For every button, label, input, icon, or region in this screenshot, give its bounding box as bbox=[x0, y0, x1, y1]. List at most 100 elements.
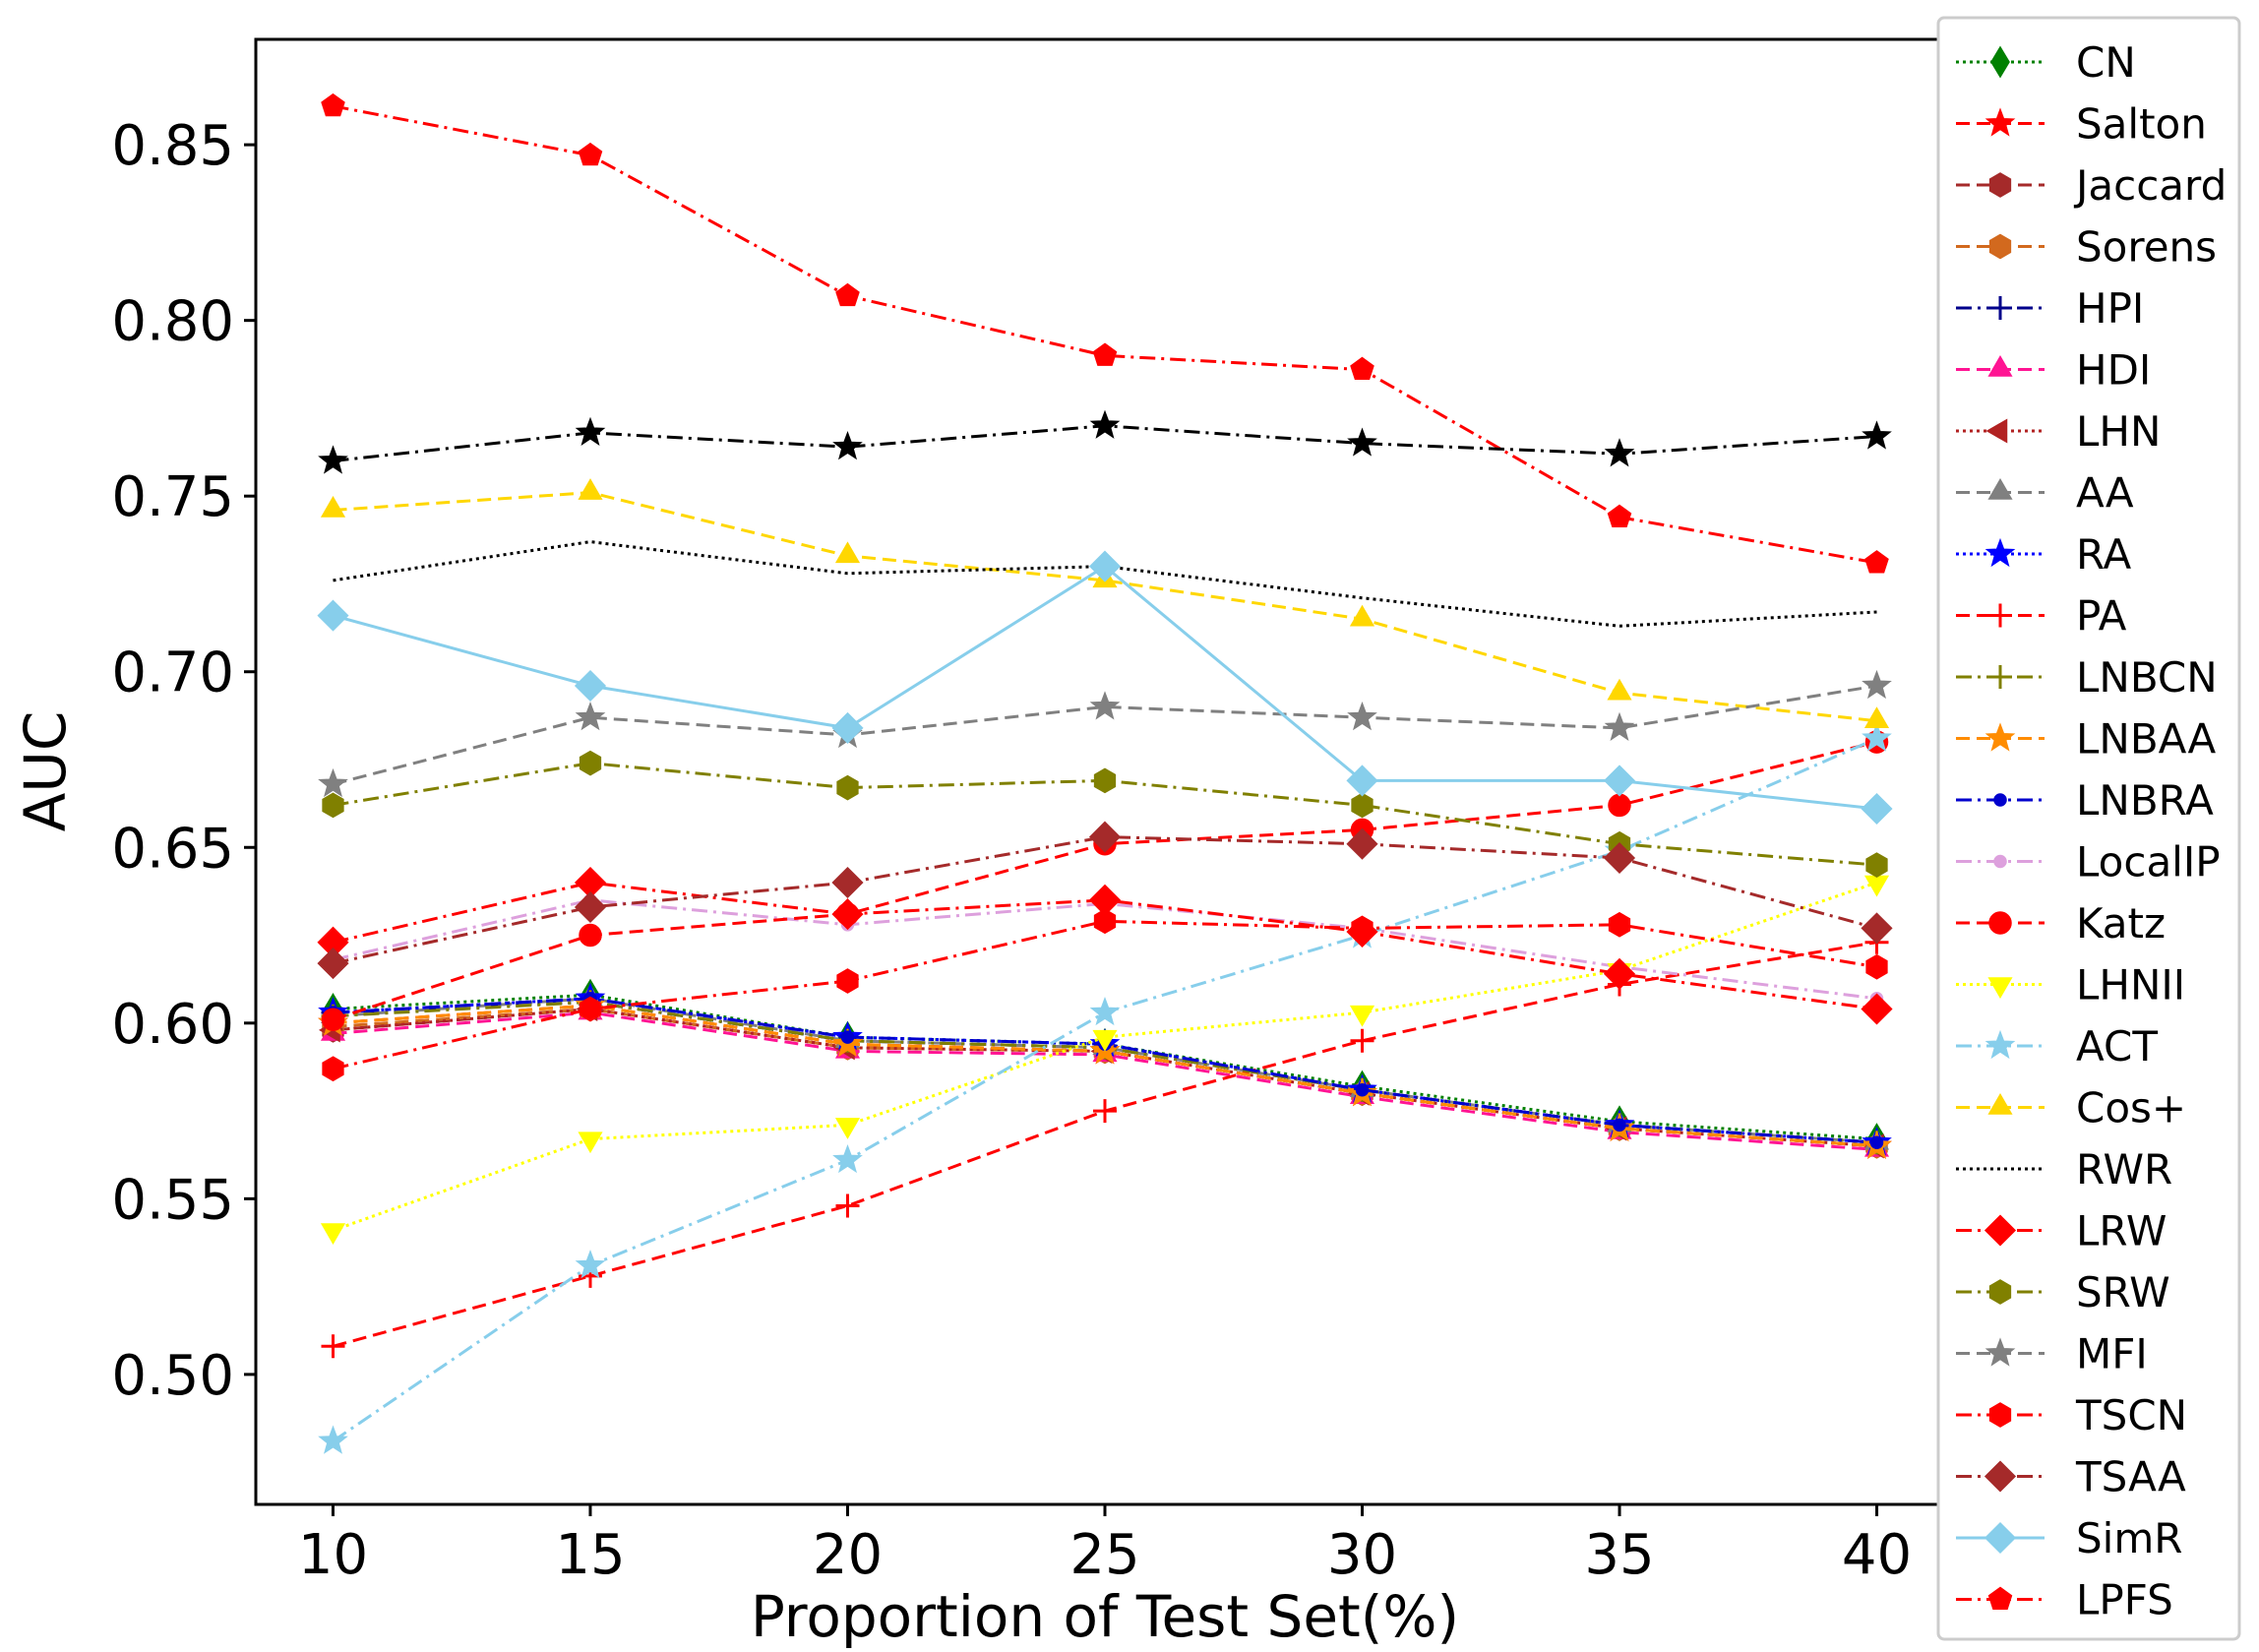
data-point bbox=[836, 774, 859, 801]
data-point bbox=[1089, 691, 1121, 720]
legend-item: HDI bbox=[1956, 346, 2151, 395]
legend-marker bbox=[1984, 1337, 2016, 1367]
data-point bbox=[831, 898, 864, 931]
y-tick-label: 0.85 bbox=[111, 114, 234, 178]
data-point bbox=[1608, 793, 1631, 818]
legend-marker bbox=[1987, 355, 2013, 377]
series-pa bbox=[321, 930, 1889, 1359]
legend-marker bbox=[1985, 418, 2008, 444]
legend-marker bbox=[1988, 1402, 2012, 1428]
data-point bbox=[317, 948, 349, 980]
x-tick-label: 35 bbox=[1584, 1523, 1654, 1587]
y-tick-label: 0.75 bbox=[111, 465, 234, 529]
data-point bbox=[1869, 1135, 1884, 1149]
data-point bbox=[1862, 420, 1892, 450]
data-point bbox=[321, 1008, 345, 1031]
data-point bbox=[1093, 767, 1117, 794]
legend-marker bbox=[1984, 107, 2016, 137]
data-point bbox=[575, 416, 606, 446]
legend-label: LHNII bbox=[2076, 961, 2185, 1010]
data-point bbox=[1613, 1118, 1626, 1132]
legend-item: AA bbox=[1956, 469, 2134, 518]
data-point bbox=[1351, 792, 1374, 819]
legend-marker bbox=[1984, 722, 2016, 752]
y-tick-label: 0.80 bbox=[111, 290, 234, 354]
legend-item: TSAA bbox=[1956, 1453, 2186, 1501]
data-point bbox=[575, 702, 606, 731]
data-point bbox=[1861, 792, 1893, 826]
data-point bbox=[1607, 678, 1632, 701]
series-lpfs bbox=[321, 92, 1889, 574]
legend-item: Jaccard bbox=[1956, 161, 2227, 210]
series-line bbox=[333, 491, 1877, 723]
data-point bbox=[1607, 504, 1632, 528]
legend-marker bbox=[1988, 296, 2012, 320]
data-point bbox=[1088, 821, 1122, 853]
data-point bbox=[1865, 852, 1888, 878]
data-point bbox=[1604, 711, 1635, 741]
data-point bbox=[574, 890, 607, 924]
data-point bbox=[1092, 1029, 1118, 1052]
data-point bbox=[831, 711, 864, 744]
legend-item: LPFS bbox=[1956, 1576, 2173, 1624]
data-point bbox=[320, 1223, 346, 1245]
data-point bbox=[1093, 1099, 1117, 1124]
legend-marker bbox=[1990, 45, 2010, 79]
legend-item: LHNII bbox=[1956, 961, 2185, 1010]
data-point bbox=[318, 1425, 348, 1454]
series-line bbox=[333, 1004, 1877, 1148]
legend-label: Salton bbox=[2076, 100, 2207, 149]
legend-item: TSCN bbox=[1956, 1391, 2187, 1439]
legend-label: Sorens bbox=[2076, 223, 2217, 272]
data-point bbox=[579, 750, 602, 776]
legend-item: MFI bbox=[1956, 1330, 2148, 1378]
legend-marker bbox=[1993, 854, 2007, 869]
data-point bbox=[320, 496, 346, 518]
legend-label: LPFS bbox=[2076, 1576, 2173, 1624]
data-point bbox=[322, 792, 344, 819]
data-point bbox=[318, 767, 348, 798]
legend-label: AA bbox=[2076, 469, 2134, 518]
legend-marker bbox=[1993, 793, 2007, 807]
data-point bbox=[1347, 702, 1377, 731]
legend-marker bbox=[1984, 1521, 2017, 1555]
y-tick-label: 0.70 bbox=[111, 642, 234, 705]
legend-label: SRW bbox=[2076, 1268, 2170, 1316]
legend-item: SimR bbox=[1956, 1514, 2182, 1562]
series-srw bbox=[322, 750, 1888, 878]
legend-marker bbox=[1984, 537, 2016, 568]
data-point bbox=[318, 445, 348, 474]
legend-marker bbox=[1987, 977, 2013, 999]
series-tscn bbox=[322, 908, 1888, 1082]
series-simr bbox=[317, 550, 1893, 826]
legend-item: HPI bbox=[1956, 284, 2144, 333]
legend-label: Jaccard bbox=[2073, 161, 2227, 210]
legend-marker bbox=[1984, 1029, 2016, 1060]
series-cos- bbox=[320, 478, 1890, 728]
data-point bbox=[1349, 604, 1375, 627]
data-point bbox=[578, 142, 603, 166]
data-point bbox=[1346, 765, 1378, 797]
legend-item: Sorens bbox=[1956, 223, 2217, 272]
series-hdi bbox=[320, 998, 1890, 1157]
legend-label: CN bbox=[2076, 38, 2136, 87]
data-point bbox=[834, 1118, 861, 1139]
x-tick-label: 20 bbox=[813, 1523, 883, 1587]
legend-label: LNBRA bbox=[2076, 776, 2214, 825]
data-point bbox=[1088, 550, 1122, 582]
series-layer bbox=[317, 92, 1893, 1454]
legend-label: LHN bbox=[2076, 407, 2161, 456]
data-point bbox=[1346, 827, 1378, 860]
legend-item: CN bbox=[1956, 38, 2136, 87]
legend-label: RWR bbox=[2076, 1145, 2172, 1193]
y-tick-label: 0.60 bbox=[111, 993, 234, 1057]
legend-item: RA bbox=[1956, 530, 2131, 579]
data-point bbox=[1862, 669, 1892, 700]
data-point bbox=[1355, 1082, 1370, 1097]
data-point bbox=[575, 1250, 606, 1279]
data-point bbox=[1603, 957, 1636, 990]
data-point bbox=[1865, 953, 1888, 980]
legend-marker bbox=[1988, 172, 2012, 198]
data-point bbox=[836, 968, 859, 994]
